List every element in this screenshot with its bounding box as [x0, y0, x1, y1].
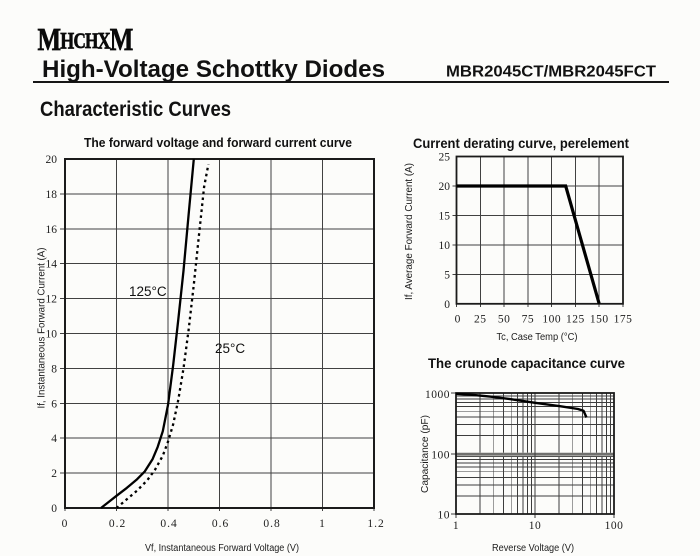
svg-text:0.2: 0.2 — [109, 518, 126, 530]
svg-text:100: 100 — [431, 450, 450, 462]
svg-text:10: 10 — [529, 520, 542, 532]
svg-text:If, Instantaneous Forward Curr: If, Instantaneous Forward Current (A) — [37, 248, 48, 409]
svg-text:0.4: 0.4 — [160, 518, 177, 530]
svg-text:10: 10 — [439, 240, 451, 252]
svg-text:0.8: 0.8 — [263, 518, 280, 530]
svg-text:20: 20 — [439, 181, 451, 193]
svg-text:18: 18 — [46, 189, 58, 201]
svg-text:Current derating curve, perele: Current derating curve, perelement — [413, 136, 629, 151]
svg-text:5: 5 — [444, 269, 450, 281]
svg-text:75: 75 — [522, 314, 535, 326]
svg-text:14: 14 — [46, 259, 58, 271]
svg-text:20: 20 — [46, 154, 58, 166]
svg-text:Vf, Instantaneous Forward Volt: Vf, Instantaneous Forward Voltage (V) — [145, 543, 299, 554]
svg-text:1: 1 — [319, 518, 326, 530]
svg-text:0: 0 — [455, 314, 461, 326]
svg-text:Characteristic Curves: Characteristic Curves — [40, 98, 231, 121]
svg-text:10: 10 — [438, 510, 451, 522]
svg-text:0.6: 0.6 — [212, 518, 229, 530]
svg-text:2: 2 — [51, 468, 57, 480]
svg-text:MHCHXM: MHCHXM — [38, 22, 134, 58]
svg-text:1: 1 — [453, 520, 459, 532]
svg-text:8: 8 — [51, 363, 57, 375]
svg-text:50: 50 — [498, 314, 511, 326]
svg-text:1.2: 1.2 — [367, 518, 384, 530]
svg-text:Tc, Case Temp (°C): Tc, Case Temp (°C) — [497, 331, 578, 343]
svg-text:25°C: 25°C — [215, 341, 245, 356]
svg-text:Reverse Voltage (V): Reverse Voltage (V) — [492, 542, 574, 554]
svg-text:6: 6 — [51, 398, 57, 410]
svg-text:25: 25 — [474, 314, 487, 326]
svg-text:16: 16 — [46, 224, 58, 236]
svg-text:150: 150 — [590, 314, 609, 326]
svg-text:100: 100 — [542, 314, 561, 326]
svg-text:100: 100 — [605, 520, 624, 532]
svg-text:0: 0 — [62, 518, 69, 530]
svg-text:15: 15 — [439, 210, 451, 222]
svg-text:0: 0 — [444, 299, 450, 311]
svg-text:4: 4 — [51, 433, 57, 445]
svg-text:If, Average Forward Current (A: If, Average Forward Current (A) — [404, 163, 415, 300]
svg-text:12: 12 — [46, 294, 58, 306]
svg-text:Capacitance (pF): Capacitance (pF) — [420, 415, 431, 493]
svg-text:1000: 1000 — [425, 389, 450, 401]
svg-text:25: 25 — [439, 152, 451, 164]
svg-text:MBR2045CT/MBR2045FCT: MBR2045CT/MBR2045FCT — [446, 64, 657, 81]
svg-text:125: 125 — [566, 314, 585, 326]
svg-text:0: 0 — [51, 503, 57, 515]
svg-text:10: 10 — [46, 329, 58, 341]
svg-text:The crunode capacitance curve: The crunode capacitance curve — [428, 355, 625, 371]
svg-text:High-Voltage Schottky Diodes: High-Voltage Schottky Diodes — [42, 56, 385, 83]
svg-text:The forward voltage and forwar: The forward voltage and forward current … — [84, 135, 352, 150]
svg-text:125°C: 125°C — [129, 284, 167, 299]
svg-text:175: 175 — [614, 314, 633, 326]
